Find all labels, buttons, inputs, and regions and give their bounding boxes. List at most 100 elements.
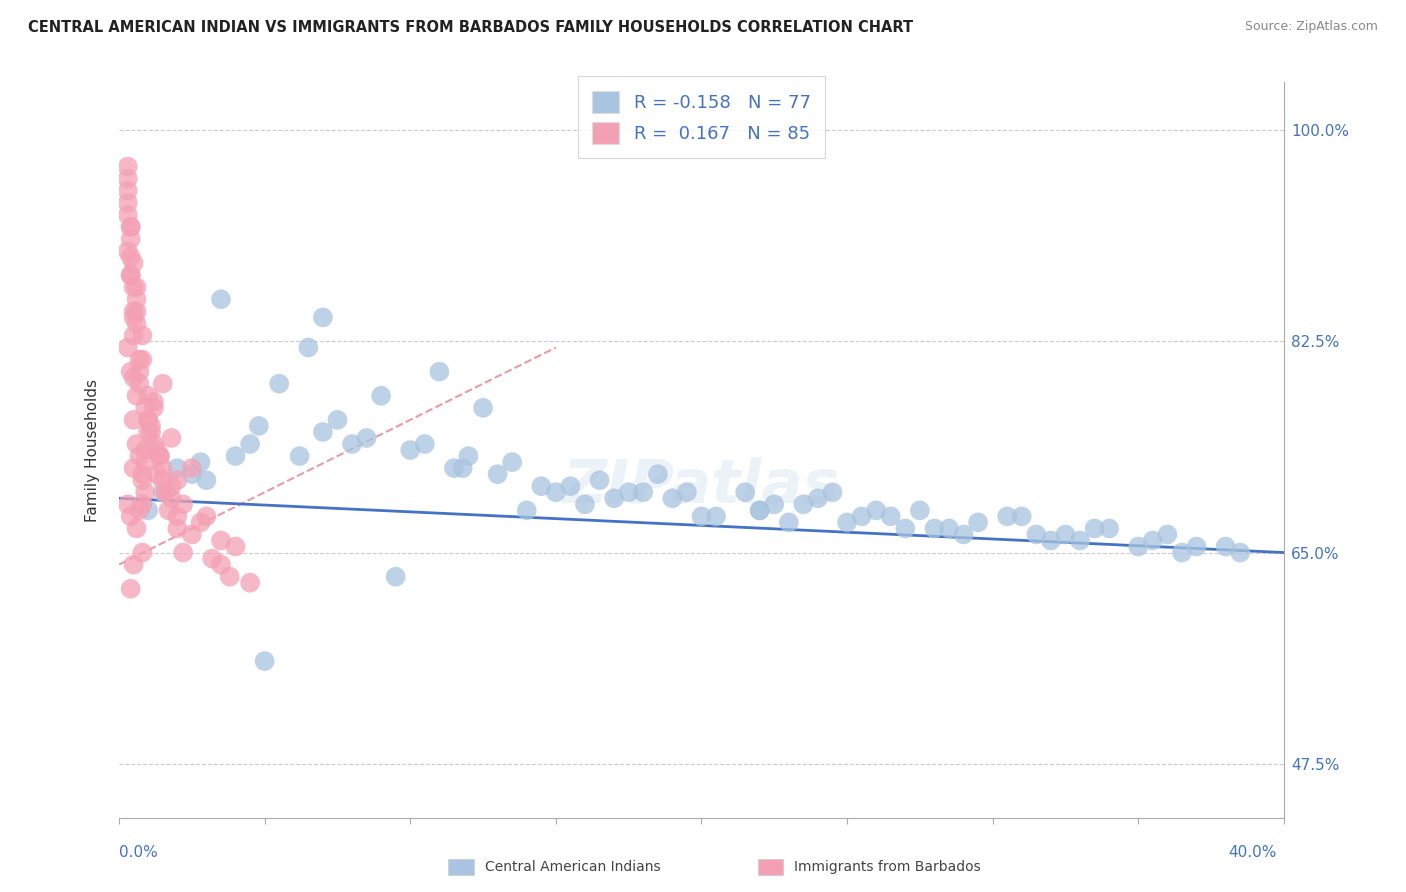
Point [122, 280, 145, 294]
Point [851, 509, 873, 524]
Point [117, 195, 139, 210]
Point [201, 551, 224, 566]
Point [125, 437, 148, 451]
Point [160, 491, 183, 506]
Point [413, 437, 436, 451]
Point [125, 280, 148, 294]
Point [166, 509, 188, 524]
Point [748, 503, 770, 517]
Point [155, 485, 177, 500]
Point [938, 521, 960, 535]
Point [180, 467, 202, 482]
Point [139, 425, 162, 439]
Point [125, 304, 148, 318]
Point [894, 521, 917, 535]
Point [1229, 545, 1251, 559]
Point [370, 389, 392, 403]
Point [239, 575, 262, 590]
Point [995, 509, 1018, 524]
Point [134, 455, 156, 469]
Point [1171, 545, 1194, 559]
Point [356, 431, 378, 445]
Point [1039, 533, 1062, 548]
Point [209, 558, 232, 572]
Point [131, 352, 153, 367]
Point [149, 449, 172, 463]
Point [131, 545, 153, 559]
Point [239, 437, 262, 451]
Point [807, 491, 830, 506]
Point [457, 449, 479, 463]
Point [117, 208, 139, 222]
Point [253, 654, 276, 668]
Point [131, 473, 153, 487]
Point [1069, 533, 1091, 548]
Point [544, 485, 567, 500]
Point [661, 491, 683, 506]
Point [125, 521, 148, 535]
Point [120, 232, 142, 246]
Point [763, 497, 786, 511]
Point [131, 328, 153, 343]
Point [128, 376, 150, 391]
Legend: R = -0.158   N = 77, R =  0.167   N = 85: R = -0.158 N = 77, R = 0.167 N = 85 [578, 77, 825, 159]
Point [122, 413, 145, 427]
Point [160, 431, 183, 445]
Text: Source: ZipAtlas.com: Source: ZipAtlas.com [1244, 20, 1378, 33]
Point [172, 545, 194, 559]
Point [136, 413, 159, 427]
Point [117, 244, 139, 258]
Point [1215, 540, 1237, 554]
Point [152, 485, 174, 500]
Point [880, 509, 903, 524]
Point [172, 497, 194, 511]
Point [472, 401, 495, 415]
Point [835, 516, 858, 530]
Point [136, 425, 159, 439]
Text: 40.0%: 40.0% [1229, 845, 1277, 860]
Point [1025, 527, 1047, 541]
Point [195, 509, 218, 524]
Point [560, 479, 582, 493]
Point [225, 540, 247, 554]
Point [530, 479, 553, 493]
Point [967, 516, 990, 530]
Point [676, 485, 699, 500]
Point [152, 461, 174, 475]
Point [924, 521, 946, 535]
Point [734, 485, 756, 500]
Point [384, 570, 406, 584]
Point [516, 503, 538, 517]
Point [122, 256, 145, 270]
Point [247, 418, 270, 433]
Point [155, 485, 177, 500]
Text: Central American Indians: Central American Indians [485, 860, 661, 874]
Point [134, 443, 156, 458]
Point [117, 160, 139, 174]
Point [120, 365, 142, 379]
Point [117, 497, 139, 511]
Point [429, 365, 451, 379]
Point [166, 521, 188, 535]
Point [588, 473, 610, 487]
Point [146, 443, 169, 458]
Point [297, 341, 319, 355]
Point [340, 437, 363, 451]
Point [117, 184, 139, 198]
Point [122, 461, 145, 475]
Point [748, 503, 770, 517]
Point [180, 527, 202, 541]
Point [117, 171, 139, 186]
Point [122, 328, 145, 343]
Point [603, 491, 626, 506]
Point [792, 497, 814, 511]
Point [952, 527, 974, 541]
Text: ZIPatlas: ZIPatlas [562, 458, 839, 516]
Point [120, 582, 142, 596]
Point [486, 467, 509, 482]
Point [180, 461, 202, 475]
Point [120, 219, 142, 234]
Point [128, 449, 150, 463]
Point [157, 503, 180, 517]
Point [1098, 521, 1121, 535]
